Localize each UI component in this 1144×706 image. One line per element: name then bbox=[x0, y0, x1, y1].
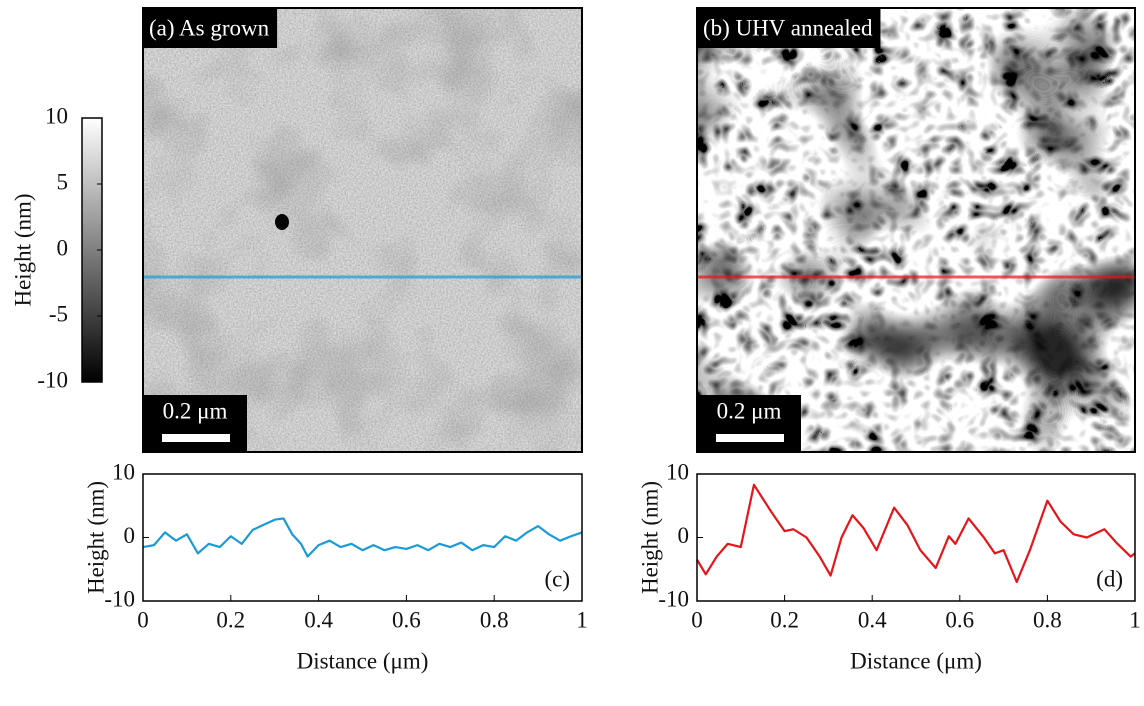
colorbar-tick-label: 0 bbox=[57, 235, 69, 260]
panel-title: (a) As grown bbox=[149, 15, 270, 40]
title-box bbox=[143, 8, 278, 48]
y-tick-label: -10 bbox=[104, 586, 135, 611]
y-axis-label: Height (nm) bbox=[83, 481, 108, 594]
scale-bar bbox=[716, 434, 784, 442]
plot-frame bbox=[142, 473, 583, 602]
y-tick-label: 10 bbox=[666, 459, 689, 484]
scale-bar bbox=[162, 434, 230, 442]
panel-annotation: (d) bbox=[1096, 566, 1123, 591]
scale-bar-label: 0.2 μm bbox=[717, 398, 782, 423]
profile-line bbox=[142, 517, 583, 558]
x-tick-label: 0.4 bbox=[304, 607, 333, 632]
x-tick-label: 1 bbox=[576, 607, 588, 632]
afm-shading bbox=[697, 8, 1135, 452]
panel-title: (b) UHV annealed bbox=[703, 15, 873, 40]
x-tick-label: 0 bbox=[691, 607, 703, 632]
x-tick-label: 0.6 bbox=[945, 607, 974, 632]
colorbar-label: Height (nm) bbox=[10, 193, 35, 306]
colorbar-tick-label: -5 bbox=[49, 301, 68, 326]
x-tick-label: 1 bbox=[1129, 607, 1141, 632]
afm-pit bbox=[275, 214, 289, 230]
scale-bar-box bbox=[143, 395, 247, 452]
y-tick-label: 0 bbox=[124, 523, 136, 548]
y-tick-label: -10 bbox=[658, 586, 689, 611]
scale-bar-box bbox=[697, 395, 801, 452]
x-axis-label: Distance (μm) bbox=[850, 648, 982, 673]
plot-frame bbox=[696, 473, 1136, 602]
y-tick-label: 10 bbox=[112, 459, 135, 484]
profile-line bbox=[696, 483, 1136, 584]
y-tick-label: 0 bbox=[678, 523, 690, 548]
y-axis-label: Height (nm) bbox=[637, 481, 662, 594]
x-tick-label: 0 bbox=[137, 607, 149, 632]
frame bbox=[142, 7, 583, 453]
colorbar-tick-label: -10 bbox=[37, 367, 68, 392]
frame bbox=[696, 7, 1136, 453]
x-tick-label: 0.8 bbox=[1033, 607, 1062, 632]
colorbar-tick-label: 10 bbox=[45, 103, 68, 128]
x-tick-label: 0.8 bbox=[480, 607, 509, 632]
x-axis-label: Distance (μm) bbox=[297, 648, 429, 673]
scale-bar-label: 0.2 μm bbox=[163, 398, 228, 423]
colorbar-tick-label: 5 bbox=[57, 169, 69, 194]
x-tick-label: 0.4 bbox=[858, 607, 887, 632]
panel-annotation: (c) bbox=[544, 566, 570, 591]
x-tick-label: 0.6 bbox=[392, 607, 421, 632]
title-box bbox=[697, 8, 881, 48]
x-tick-label: 0.2 bbox=[216, 607, 245, 632]
x-tick-label: 0.2 bbox=[770, 607, 799, 632]
afm-shading bbox=[143, 8, 582, 452]
